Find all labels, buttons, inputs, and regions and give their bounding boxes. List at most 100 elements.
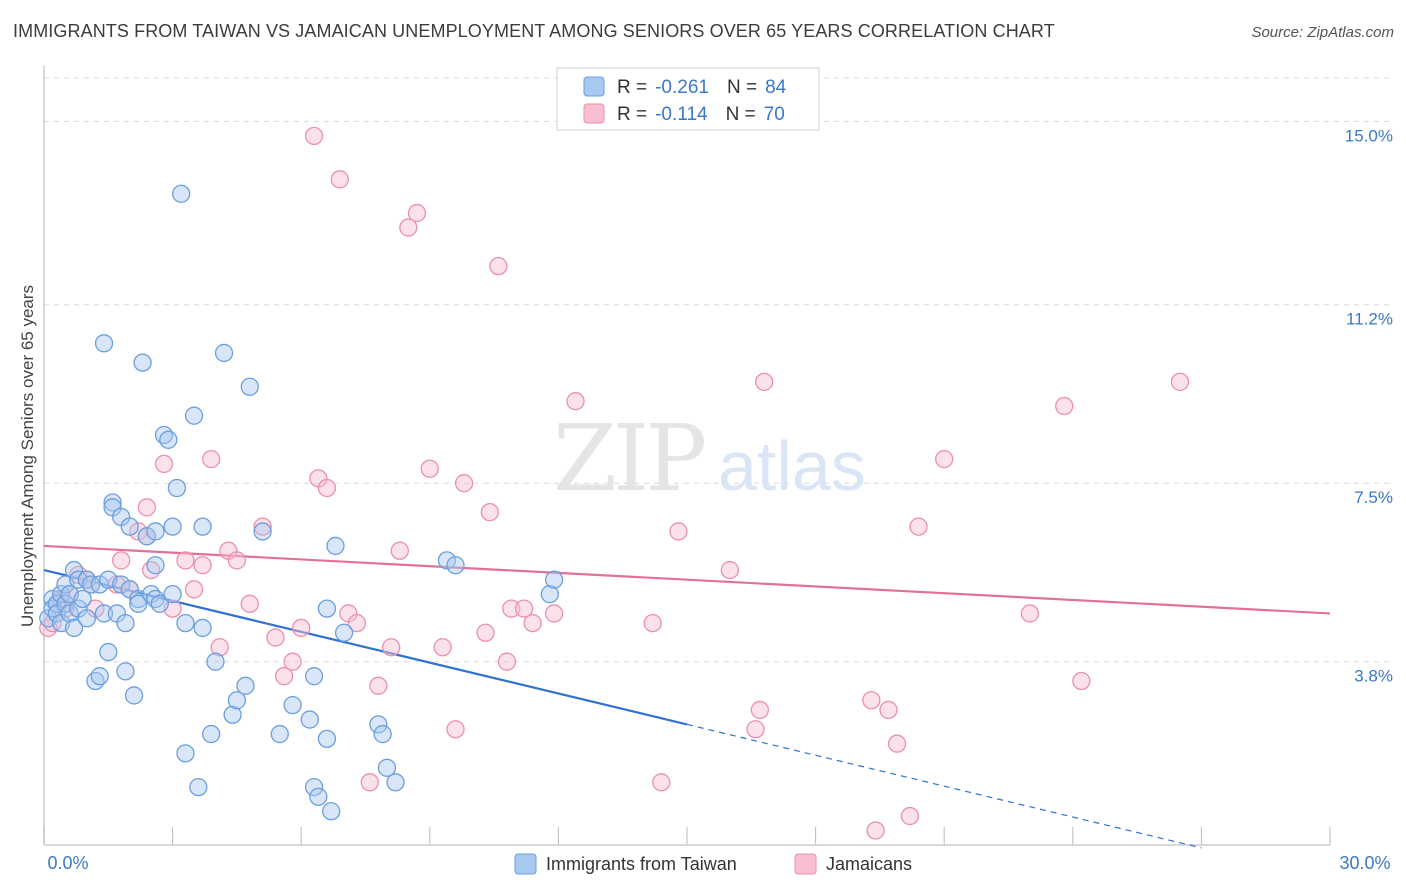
point-taiwan bbox=[386, 773, 405, 792]
point-jamaica bbox=[1020, 604, 1040, 623]
axes bbox=[43, 66, 1331, 846]
point-taiwan bbox=[172, 184, 191, 203]
series-legend: Immigrants from Taiwan Jamaicans bbox=[514, 853, 912, 875]
point-taiwan bbox=[193, 517, 212, 536]
point-jamaica bbox=[900, 806, 920, 826]
point-taiwan bbox=[176, 613, 195, 633]
point-taiwan bbox=[60, 604, 79, 623]
trend-line-taiwan-extension bbox=[686, 723, 1202, 849]
point-jamaica bbox=[446, 720, 465, 739]
legend-label-jamaica: Jamaicans bbox=[826, 854, 912, 874]
point-taiwan bbox=[133, 353, 152, 372]
point-jamaica bbox=[347, 613, 367, 633]
point-taiwan bbox=[322, 802, 341, 821]
point-taiwan bbox=[240, 377, 259, 396]
point-taiwan bbox=[193, 618, 212, 638]
point-taiwan bbox=[116, 613, 135, 633]
point-jamaica bbox=[112, 551, 131, 570]
point-jamaica bbox=[1170, 372, 1190, 392]
point-jamaica bbox=[497, 652, 517, 671]
point-taiwan bbox=[103, 493, 122, 512]
point-taiwan bbox=[300, 710, 319, 729]
point-taiwan bbox=[150, 594, 169, 613]
y-tick-label: 11.2% bbox=[1346, 310, 1393, 329]
legend-label-taiwan: Immigrants from Taiwan bbox=[546, 854, 737, 874]
point-taiwan bbox=[146, 556, 165, 575]
point-taiwan bbox=[283, 695, 302, 715]
point-jamaica bbox=[253, 517, 272, 536]
point-taiwan bbox=[73, 589, 92, 609]
point-taiwan bbox=[90, 667, 109, 686]
point-jamaica bbox=[480, 503, 499, 522]
stats-r-value-2: -0.114 bbox=[655, 104, 708, 125]
point-jamaica bbox=[566, 392, 585, 411]
point-taiwan bbox=[176, 744, 195, 763]
point-taiwan bbox=[304, 777, 324, 797]
point-jamaica bbox=[862, 691, 881, 710]
point-taiwan bbox=[326, 536, 345, 556]
trend-line-jamaica bbox=[43, 544, 1331, 615]
watermark-atlas: atlas bbox=[718, 427, 866, 505]
point-jamaica bbox=[935, 449, 954, 469]
stats-r-label-1: R = bbox=[617, 77, 647, 98]
point-taiwan bbox=[184, 406, 204, 425]
point-jamaica bbox=[292, 618, 311, 638]
point-taiwan bbox=[253, 522, 272, 541]
point-jamaica bbox=[317, 478, 337, 498]
point-taiwan bbox=[236, 676, 255, 695]
point-taiwan bbox=[214, 343, 234, 363]
point-jamaica bbox=[283, 652, 302, 671]
point-taiwan bbox=[317, 599, 337, 618]
point-taiwan bbox=[137, 527, 157, 546]
point-taiwan bbox=[317, 729, 337, 749]
point-jamaica bbox=[1055, 396, 1074, 416]
point-taiwan bbox=[304, 667, 324, 686]
point-jamaica bbox=[407, 203, 427, 223]
point-jamaica bbox=[879, 700, 898, 720]
y-axis-label: Unemployment Among Seniors over 65 years bbox=[18, 285, 37, 627]
point-taiwan bbox=[369, 715, 388, 734]
stats-r-label-2: R = bbox=[617, 104, 647, 125]
trend-lines bbox=[43, 544, 1331, 849]
point-taiwan bbox=[223, 705, 242, 724]
legend-swatch-jamaica bbox=[794, 853, 817, 875]
point-taiwan bbox=[159, 430, 178, 449]
point-jamaica bbox=[502, 599, 521, 618]
point-taiwan bbox=[124, 686, 144, 705]
point-jamaica bbox=[184, 580, 204, 599]
point-jamaica bbox=[240, 594, 259, 613]
point-jamaica bbox=[669, 522, 688, 541]
stats-n-value-2: 70 bbox=[764, 104, 785, 125]
point-jamaica bbox=[399, 218, 418, 237]
point-jamaica bbox=[720, 560, 740, 580]
point-taiwan bbox=[94, 604, 114, 623]
tick-labels: 3.8% 7.5% 11.2% 15.0% 0.0% 30.0% bbox=[47, 126, 1393, 873]
watermark-zip: ZIP bbox=[553, 405, 704, 512]
point-taiwan bbox=[309, 787, 328, 806]
point-taiwan bbox=[540, 585, 559, 604]
stats-n-value-1: 84 bbox=[765, 77, 787, 98]
point-jamaica bbox=[1072, 671, 1091, 691]
point-jamaica bbox=[489, 256, 508, 276]
y-tick-label: 15.0% bbox=[1345, 126, 1393, 145]
point-jamaica bbox=[360, 773, 379, 792]
point-taiwan bbox=[206, 652, 225, 671]
point-jamaica bbox=[390, 541, 409, 560]
point-taiwan bbox=[334, 623, 354, 642]
point-taiwan bbox=[77, 609, 97, 628]
point-taiwan bbox=[544, 570, 564, 589]
point-taiwan bbox=[129, 594, 148, 613]
point-taiwan bbox=[90, 575, 109, 594]
point-jamaica bbox=[202, 449, 221, 469]
point-jamaica bbox=[746, 720, 765, 739]
point-jamaica bbox=[544, 604, 564, 623]
point-taiwan bbox=[112, 575, 131, 594]
point-taiwan bbox=[373, 724, 392, 744]
point-jamaica bbox=[304, 126, 324, 146]
chart-title: IMMIGRANTS FROM TAIWAN VS JAMAICAN UNEMP… bbox=[13, 21, 1055, 41]
point-jamaica bbox=[154, 454, 174, 474]
grid-lines bbox=[44, 77, 1394, 663]
point-taiwan bbox=[116, 662, 135, 681]
legend-swatch-taiwan bbox=[514, 853, 537, 875]
